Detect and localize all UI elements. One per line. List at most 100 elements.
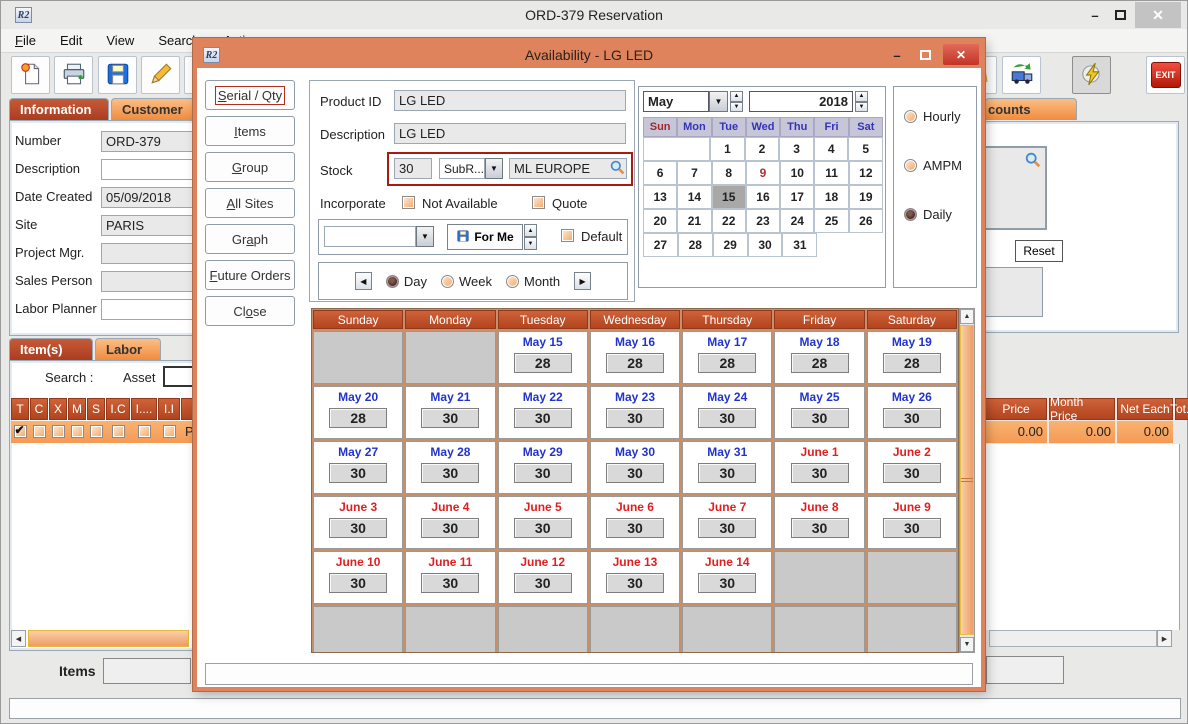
calendar-cell-may-16[interactable]: May 16 28	[589, 331, 681, 384]
row-checkbox-0[interactable]	[13, 423, 27, 438]
calendar-cell-qty[interactable]: 30	[605, 573, 664, 593]
calendar-cell-may-19[interactable]: May 19 28	[866, 331, 957, 384]
year-spinner[interactable]: ▲ ▼	[855, 91, 868, 112]
mini-cal-date-14[interactable]: 14	[677, 185, 712, 209]
menu-view[interactable]: View	[106, 33, 135, 48]
row-checkbox-1[interactable]	[32, 425, 46, 438]
minimize-button[interactable]: –	[1091, 7, 1099, 23]
reset-button[interactable]: Reset	[1015, 240, 1063, 262]
radio-daily[interactable]	[904, 208, 917, 221]
radio-ampm[interactable]	[904, 159, 917, 172]
calendar-cell-qty[interactable]: 30	[513, 573, 572, 593]
nav-future-orders[interactable]: Future Orders	[205, 260, 295, 290]
mini-cal-date-13[interactable]: 13	[643, 185, 678, 209]
mini-cal-date-30[interactable]: 30	[747, 233, 783, 257]
tab-items[interactable]: Item(s)	[9, 338, 93, 360]
calendar-cell-june-5[interactable]: June 5 30	[497, 496, 588, 549]
calendar-cell-qty[interactable]: 30	[698, 518, 757, 538]
warehouse-search-icon[interactable]	[609, 159, 626, 179]
mini-cal-date-1[interactable]: 1	[710, 137, 745, 161]
calendar-cell-qty[interactable]: 30	[329, 463, 388, 483]
calendar-cell-may-25[interactable]: May 25 30	[774, 386, 865, 439]
calendar-cell-june-2[interactable]: June 2 30	[866, 441, 957, 494]
calendar-cell-may-26[interactable]: May 26 30	[866, 386, 957, 439]
radio-hourly[interactable]	[904, 110, 917, 123]
calendar-cell-june-12[interactable]: June 12 30	[497, 551, 588, 604]
view-option-daily[interactable]: Daily	[904, 207, 952, 222]
calendar-cell-may-29[interactable]: May 29 30	[497, 441, 588, 494]
search-magnifier-icon[interactable]	[1024, 151, 1042, 172]
month-combo-arrow[interactable]: ▼	[709, 91, 728, 112]
calendar-cell-qty[interactable]: 30	[329, 573, 388, 593]
calendar-cell-qty[interactable]: 30	[421, 408, 480, 428]
calendar-cell-may-15[interactable]: May 15 28	[497, 331, 588, 384]
mini-cal-date-27[interactable]: 27	[643, 233, 678, 257]
calendar-cell-june-13[interactable]: June 13 30	[589, 551, 681, 604]
nav-group[interactable]: Group	[205, 152, 295, 182]
menu-edit[interactable]: Edit	[59, 33, 83, 48]
mini-cal-date-31[interactable]: 31	[782, 233, 818, 257]
calendar-cell-june-8[interactable]: June 8 30	[774, 496, 865, 549]
nav-graph[interactable]: Graph	[205, 224, 295, 254]
calendar-cell-may-28[interactable]: May 28 30	[405, 441, 496, 494]
mini-cal-date-10[interactable]: 10	[780, 161, 815, 185]
spinner-down-icon[interactable]: ▼	[524, 237, 537, 250]
mini-cal-date-26[interactable]: 26	[848, 209, 883, 233]
mini-cal-date-9[interactable]: 9	[745, 161, 781, 185]
product-id-field[interactable]: LG LED	[394, 90, 626, 111]
transfer-truck-button[interactable]	[1002, 56, 1041, 94]
mini-cal-date-7[interactable]: 7	[677, 161, 712, 185]
mini-cal-date-17[interactable]: 17	[780, 185, 815, 209]
mini-cal-date-19[interactable]: 19	[848, 185, 883, 209]
mini-cal-date-15[interactable]: 15	[711, 185, 746, 209]
year-field[interactable]: 2018	[749, 91, 853, 112]
nav-serial---qty[interactable]: Serial / Qty	[205, 80, 295, 110]
period-option-week[interactable]: Week	[440, 274, 492, 289]
not-available-checkbox[interactable]	[402, 196, 415, 209]
calendar-cell-qty[interactable]: 30	[513, 518, 572, 538]
dialog-minimize-button[interactable]: –	[893, 47, 901, 63]
mini-cal-date-24[interactable]: 24	[780, 209, 815, 233]
calendar-cell-qty[interactable]: 28	[329, 408, 388, 428]
right-hscroll-track[interactable]	[989, 630, 1157, 647]
stock-sub-combo[interactable]: SubR...	[439, 158, 485, 179]
save-button[interactable]	[98, 56, 137, 94]
calendar-cell-qty[interactable]: 28	[790, 353, 849, 373]
profile-combo-arrow[interactable]: ▼	[416, 226, 434, 247]
stock-qty-field[interactable]: 30	[394, 158, 432, 179]
row-checkbox-5[interactable]	[111, 425, 125, 438]
mini-cal-date-6[interactable]: 6	[643, 161, 678, 185]
calendar-cell-qty[interactable]: 28	[882, 353, 941, 373]
calendar-cell-may-18[interactable]: May 18 28	[774, 331, 865, 384]
default-checkbox[interactable]	[561, 229, 574, 242]
mini-cal-date-28[interactable]: 28	[677, 233, 713, 257]
calendar-cell-qty[interactable]: 30	[790, 518, 849, 538]
period-next-button[interactable]: ▶	[574, 272, 592, 290]
calendar-cell-qty[interactable]: 28	[605, 353, 664, 373]
calendar-cell-qty[interactable]: 30	[698, 408, 757, 428]
calendar-cell-june-10[interactable]: June 10 30	[313, 551, 404, 604]
dialog-maximize-button[interactable]	[913, 46, 937, 64]
row-checkbox-7[interactable]	[162, 425, 176, 438]
nav-items[interactable]: Items	[205, 116, 295, 146]
month-spin-down-icon[interactable]: ▼	[730, 101, 743, 112]
mini-cal-date-23[interactable]: 23	[745, 209, 781, 233]
calendar-cell-may-30[interactable]: May 30 30	[589, 441, 681, 494]
description-field[interactable]: LG LED	[394, 123, 626, 144]
calendar-cell-qty[interactable]: 30	[698, 463, 757, 483]
tab-information[interactable]: Information	[9, 98, 109, 120]
calendar-cell-may-20[interactable]: May 20 28	[313, 386, 404, 439]
radio-month[interactable]	[505, 274, 519, 288]
profile-combo[interactable]	[324, 226, 416, 247]
year-spin-up-icon[interactable]: ▲	[855, 91, 868, 102]
for-me-spinner[interactable]: ▲ ▼	[524, 224, 537, 250]
calendar-cell-may-31[interactable]: May 31 30	[682, 441, 773, 494]
period-option-month[interactable]: Month	[505, 274, 560, 289]
view-option-ampm[interactable]: AMPM	[904, 158, 962, 173]
calendar-cell-qty[interactable]: 28	[698, 353, 757, 373]
vscroll-up-button[interactable]: ▲	[960, 309, 974, 324]
calendar-cell-qty[interactable]: 30	[421, 518, 480, 538]
spinner-up-icon[interactable]: ▲	[524, 224, 537, 237]
stock-warehouse-field[interactable]: ML EUROPE	[509, 158, 627, 179]
calendar-cell-qty[interactable]: 30	[421, 573, 480, 593]
